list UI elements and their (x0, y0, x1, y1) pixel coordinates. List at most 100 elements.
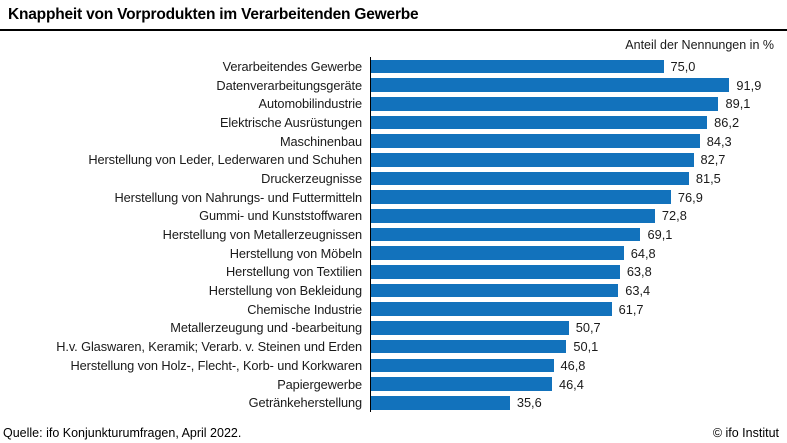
source-note: Quelle: ifo Konjunkturumfragen, April 20… (3, 426, 242, 440)
category-label: Herstellung von Metallerzeugnissen (162, 227, 362, 243)
bar-cell: 89,1 (370, 94, 787, 114)
bar-cell: 64,8 (370, 243, 787, 263)
bar (371, 358, 554, 373)
chart-row: Maschinenbau 84,3 (0, 131, 787, 151)
value-label: 61,7 (618, 301, 644, 317)
value-label: 50,1 (573, 339, 599, 355)
bar (371, 321, 569, 335)
bar (371, 96, 719, 111)
bar (371, 190, 671, 204)
bar (371, 152, 694, 167)
category-label: Elektrische Ausrüstungen (219, 114, 362, 130)
chart-row: Metallerzeugung und -bearbeitung 50,7 (0, 318, 787, 338)
title-divider (0, 29, 787, 31)
bar (371, 171, 689, 186)
bar-cell: 61,7 (370, 299, 787, 319)
bar-cell: 75,0 (370, 57, 787, 76)
chart-footer: Quelle: ifo Konjunkturumfragen, April 20… (0, 426, 787, 440)
category-label: Druckerzeugnisse (261, 170, 362, 186)
bar (371, 227, 641, 242)
chart-row: Datenverarbeitungsgeräte 91,9 (0, 75, 787, 95)
chart-row: Herstellung von Holz-, Flecht-, Korb- un… (0, 356, 787, 375)
bar (371, 209, 655, 223)
value-axis-label: Anteil der Nennungen in % (625, 38, 774, 52)
bar-cell: 86,2 (370, 113, 787, 132)
value-label: 46,8 (560, 357, 586, 373)
value-label: 86,2 (714, 114, 740, 130)
category-label: Herstellung von Nahrungs- und Futtermitt… (114, 189, 363, 205)
chart-row: Herstellung von Nahrungs- und Futtermitt… (0, 187, 787, 207)
chart-row: Elektrische Ausrüstungen 86,2 (0, 113, 787, 132)
value-label: 50,7 (575, 320, 601, 336)
chart-title: Knappheit von Vorprodukten im Verarbeite… (8, 6, 419, 23)
bar (371, 115, 708, 130)
bar (371, 246, 624, 261)
bar-cell: 46,4 (370, 374, 787, 394)
bar-cell: 46,8 (370, 356, 787, 375)
chart-row: Verarbeitendes Gewerbe 75,0 (0, 57, 787, 76)
bar-cell: 50,1 (370, 337, 787, 356)
chart-row: Herstellung von Textilien 63,8 (0, 262, 787, 282)
bar-cell: 63,4 (370, 281, 787, 300)
value-label: 84,3 (706, 133, 732, 149)
chart-row: Druckerzeugnisse 81,5 (0, 169, 787, 188)
value-label: 46,4 (558, 376, 584, 392)
value-label: 76,9 (677, 189, 703, 205)
chart-row: Gummi- und Kunststoffwaren 72,8 (0, 206, 787, 226)
bar-chart: Verarbeitendes Gewerbe 75,0 Datenverarbeit… (0, 57, 787, 413)
bar (371, 283, 619, 298)
copyright-note: © ifo Institut (712, 426, 779, 440)
chart-row: Automobilindustrie 89,1 (0, 94, 787, 114)
value-label: 75,0 (670, 58, 696, 74)
category-label: Verarbeitendes Gewerbe (222, 58, 362, 74)
category-label: Metallerzeugung und -bearbeitung (170, 320, 362, 336)
category-label: Datenverarbeitungsgeräte (216, 77, 362, 93)
bar-cell: 72,8 (370, 206, 787, 226)
bar-cell: 69,1 (370, 225, 787, 244)
value-label: 35,6 (516, 395, 542, 411)
category-label: Automobilindustrie (258, 96, 363, 112)
value-label: 64,8 (630, 245, 656, 261)
bar-cell: 76,9 (370, 187, 787, 207)
bar (371, 377, 552, 391)
chart-row: Herstellung von Leder, Lederwaren und Sc… (0, 150, 787, 170)
chart-row: H.v. Glaswaren, Keramik; Verarb. v. Stei… (0, 337, 787, 356)
chart-header: Knappheit von Vorprodukten im Verarbeite… (0, 0, 787, 31)
bar-cell: 82,7 (370, 150, 787, 170)
chart-row: Papiergewerbe 46,4 (0, 374, 787, 394)
bar (371, 59, 664, 74)
chart-row: Herstellung von Metallerzeugnissen 69,1 (0, 225, 787, 244)
chart-row: Chemische Industrie 61,7 (0, 299, 787, 319)
value-label: 69,1 (647, 227, 673, 243)
value-label: 72,8 (661, 208, 687, 224)
bar (371, 265, 620, 279)
category-label: Herstellung von Möbeln (229, 245, 362, 261)
category-label: Maschinenbau (279, 133, 362, 149)
category-label: Papiergewerbe (277, 376, 362, 392)
bar-cell: 35,6 (370, 393, 787, 413)
bar (371, 339, 567, 354)
value-label: 89,1 (725, 96, 751, 112)
value-label: 63,8 (626, 264, 652, 280)
chart-row: Herstellung von Möbeln 64,8 (0, 243, 787, 263)
category-label: Chemische Industrie (247, 301, 362, 317)
bar-cell: 50,7 (370, 318, 787, 338)
category-label: Getränkeherstellung (248, 395, 362, 411)
bar (371, 302, 612, 317)
bar-cell: 91,9 (370, 75, 787, 95)
value-label: 81,5 (695, 170, 721, 186)
bar-cell: 81,5 (370, 169, 787, 188)
category-label: Herstellung von Textilien (226, 264, 362, 280)
value-label: 91,9 (736, 77, 762, 93)
value-label: 63,4 (625, 283, 651, 299)
category-label: Gummi- und Kunststoffwaren (199, 208, 362, 224)
category-label: Herstellung von Leder, Lederwaren und Sc… (88, 152, 362, 168)
bar-cell: 63,8 (370, 262, 787, 282)
bar-cell: 84,3 (370, 131, 787, 151)
bar (371, 78, 730, 92)
chart-row: Getränkeherstellung 35,6 (0, 393, 787, 413)
category-label: Herstellung von Holz-, Flecht-, Korb- un… (70, 357, 363, 373)
bar (371, 134, 700, 148)
bar (371, 395, 510, 410)
